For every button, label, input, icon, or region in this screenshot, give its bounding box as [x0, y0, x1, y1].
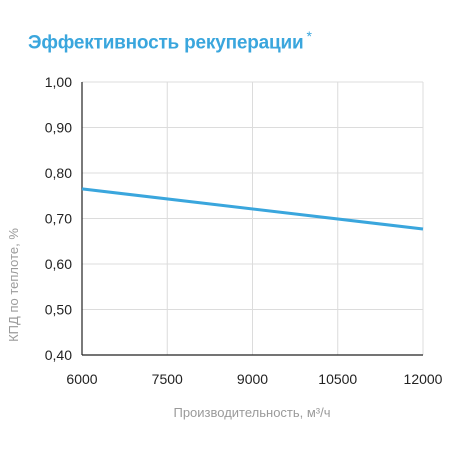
series-line: [81, 187, 424, 231]
x-tick-label: 10500: [318, 371, 357, 387]
grid-lines: [82, 81, 424, 355]
y-tick-label: 0,70: [45, 211, 72, 227]
y-tick-label: 0,50: [45, 302, 72, 318]
x-tick-label: 6000: [66, 371, 97, 387]
x-tick-label: 12000: [404, 371, 443, 387]
chart-title: Эффективность рекуперации *: [28, 28, 312, 54]
y-tick-label: 0,40: [45, 347, 72, 363]
y-tick-label: 0,90: [45, 120, 72, 136]
y-tick-label: 0,80: [45, 165, 72, 181]
y-tick-labels: 0,40 0,50 0,60 0,70 0,80 0,90 1,00: [45, 74, 72, 363]
chart-title-text: Эффективность рекуперации: [28, 32, 304, 54]
x-tick-labels: 6000 7500 9000 10500 12000: [66, 371, 442, 387]
series-layer: [81, 187, 424, 231]
x-tick-label: 7500: [152, 371, 183, 387]
x-tick-label: 9000: [237, 371, 268, 387]
y-axis-label: КПД по теплоте, %: [6, 228, 21, 342]
y-tick-label: 0,60: [45, 256, 72, 272]
axes: [81, 82, 423, 356]
x-axis-label: Производительность, м³/ч: [173, 405, 330, 420]
y-tick-label: 1,00: [45, 74, 72, 90]
chart-title-mark: *: [306, 28, 312, 44]
